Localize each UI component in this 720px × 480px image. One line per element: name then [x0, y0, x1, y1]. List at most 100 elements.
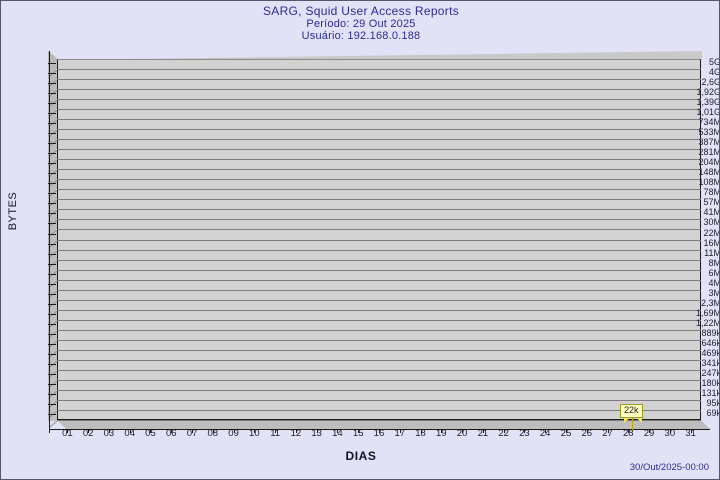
x-tick-mark: [420, 429, 422, 433]
y-tick-label: 1,39G: [696, 97, 720, 108]
gridline-horizontal: [57, 420, 701, 421]
y-tick-label: 3M: [708, 287, 720, 298]
y-tick-label: 148M: [698, 167, 720, 178]
y-tick-label: 69k: [706, 408, 720, 418]
y-tick-label: 108M: [698, 177, 720, 188]
gridline-horizontal: [57, 399, 701, 401]
x-tick-label: 19: [436, 428, 447, 439]
y-tick-mark: [48, 293, 56, 295]
x-tick-mark: [150, 429, 152, 433]
y-tick-mark: [48, 283, 56, 285]
x-tick-mark: [586, 429, 588, 433]
x-tick-label: 15: [352, 428, 364, 439]
y-tick-mark: [48, 313, 56, 315]
page-title: SARG, Squid User Access Reports: [262, 4, 460, 18]
y-tick-mark: [48, 213, 56, 215]
gridline-horizontal: [57, 249, 701, 251]
x-tick-mark: [254, 429, 256, 433]
gridline-horizontal: [57, 139, 701, 141]
y-tick-label: 30M: [703, 217, 720, 228]
gridline-horizontal: [57, 89, 701, 91]
y-tick-label: 8M: [708, 257, 720, 268]
y-tick-mark: [48, 203, 56, 205]
gridline-horizontal: [57, 359, 701, 361]
y-tick-mark: [48, 63, 56, 65]
x-tick-mark: [565, 429, 567, 433]
gridline-horizontal: [57, 109, 701, 111]
gridline-horizontal: [57, 149, 701, 151]
y-tick-mark: [48, 153, 56, 155]
x-tick-label: 07: [186, 428, 198, 439]
y-tick-mark: [48, 333, 56, 335]
x-tick-mark: [108, 429, 110, 433]
y-tick-label: 180k: [701, 377, 720, 388]
gridline-horizontal: [57, 379, 701, 381]
x-tick-mark: [171, 429, 173, 433]
y-tick-mark: [48, 253, 56, 255]
y-tick-label: 78M: [703, 187, 720, 198]
gridline-horizontal: [57, 189, 701, 191]
x-axis-title: DIAS: [345, 449, 377, 463]
x-tick-mark: [275, 429, 277, 433]
x-tick-label: 09: [228, 428, 239, 439]
x-tick-mark: [649, 429, 651, 433]
x-tick-label: 08: [207, 428, 219, 439]
y-tick-label: 387M: [698, 137, 720, 148]
x-tick-mark: [379, 429, 380, 433]
gridline-horizontal: [57, 169, 701, 171]
gridline-horizontal: [57, 279, 701, 281]
y-tick-label: 131k: [701, 387, 720, 398]
y-tick-label: 2,3M: [700, 297, 720, 308]
gridline-horizontal: [57, 129, 701, 131]
y-tick-mark: [48, 353, 56, 355]
gridline-horizontal: [57, 349, 701, 351]
x-tick-label: 23: [519, 428, 530, 439]
x-tick-mark: [545, 429, 547, 433]
y-tick-mark: [48, 383, 56, 385]
y-tick-label: 247k: [701, 367, 720, 378]
x-tick-label: 03: [103, 428, 115, 439]
gridline-horizontal: [57, 269, 701, 271]
gridline-horizontal: [57, 389, 701, 391]
gridline-horizontal: [57, 329, 701, 331]
x-tick-label: 20: [456, 428, 468, 439]
y-tick-mark: [48, 233, 56, 235]
y-tick-mark: [48, 93, 56, 95]
y-tick-mark: [48, 173, 56, 175]
x-tick-label: 26: [581, 428, 593, 439]
y-tick-mark: [48, 223, 56, 225]
y-tick-label: 16M: [703, 237, 720, 248]
y-tick-label: 6M: [708, 267, 720, 278]
y-tick-mark: [48, 343, 56, 345]
x-tick-label: 12: [290, 428, 302, 439]
y-tick-mark: [48, 323, 56, 325]
gridline-horizontal: [57, 289, 701, 291]
gridline-horizontal: [57, 119, 701, 121]
x-tick-label: 05: [145, 428, 156, 439]
y-tick-mark: [48, 123, 56, 125]
x-tick-mark: [88, 429, 90, 433]
y-tick-label: 4M: [708, 277, 720, 288]
gridline-horizontal: [57, 409, 701, 411]
gridline-horizontal: [57, 259, 701, 261]
x-tick-mark: [233, 429, 235, 433]
x-tick-mark: [67, 429, 69, 433]
x-tick-mark: [358, 429, 360, 433]
chart-title-block: SARG, Squid User Access Reports Período:…: [1, 4, 719, 43]
gridline-horizontal: [57, 79, 701, 81]
gridline-horizontal: [57, 179, 701, 181]
gridline-horizontal: [57, 369, 701, 371]
x-tick-label: 14: [332, 428, 343, 439]
gridline-horizontal: [57, 69, 701, 71]
plot-left-wall-3d: [48, 51, 58, 421]
gridline-horizontal: [57, 239, 701, 241]
gridline-horizontal: [57, 339, 701, 341]
x-tick-label: 18: [415, 428, 426, 439]
x-tick-label: 21: [477, 428, 489, 439]
x-tick-mark: [441, 429, 443, 433]
gridline-horizontal: [57, 319, 701, 321]
y-tick-label: 646k: [701, 337, 720, 348]
y-tick-label: 281M: [698, 147, 720, 158]
y-tick-label: 1,69M: [695, 307, 720, 318]
